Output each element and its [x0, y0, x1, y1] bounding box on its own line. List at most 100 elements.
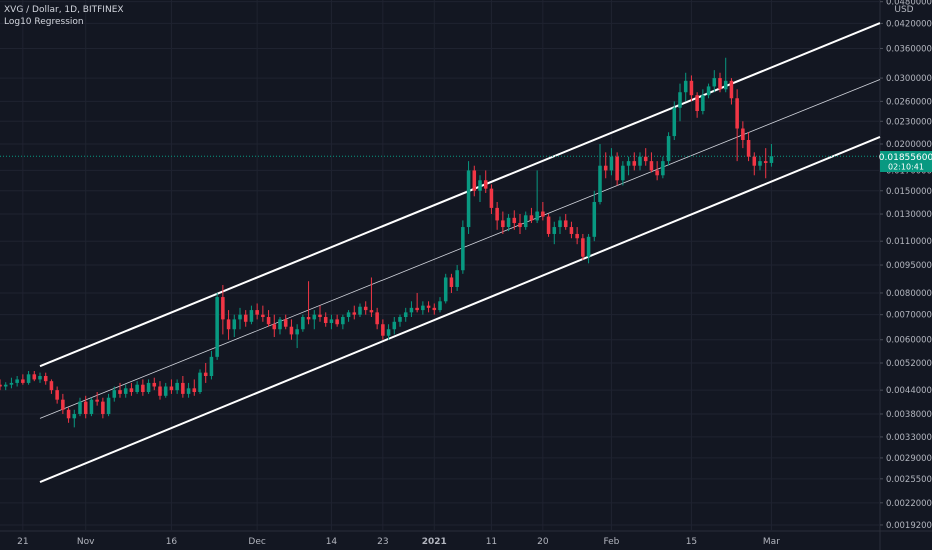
candle[interactable]	[381, 319, 385, 340]
candle[interactable]	[32, 371, 37, 382]
candle[interactable]	[66, 407, 71, 423]
candle[interactable]	[335, 314, 339, 327]
candle[interactable]	[101, 397, 105, 419]
candle[interactable]	[501, 211, 505, 234]
candle[interactable]	[432, 303, 437, 315]
candle[interactable]	[43, 372, 48, 385]
candle[interactable]	[489, 184, 494, 215]
candle[interactable]	[352, 305, 357, 320]
candle[interactable]	[175, 379, 179, 394]
candle[interactable]	[255, 303, 259, 320]
candle[interactable]	[243, 310, 248, 327]
candle[interactable]	[112, 386, 117, 402]
candle[interactable]	[626, 156, 631, 176]
candle[interactable]	[712, 70, 717, 93]
candle[interactable]	[643, 148, 648, 166]
candle[interactable]	[363, 301, 368, 315]
candle[interactable]	[546, 214, 551, 237]
candle[interactable]	[415, 292, 419, 313]
candle[interactable]	[552, 221, 557, 245]
candle[interactable]	[318, 305, 322, 322]
candle[interactable]	[369, 277, 374, 318]
candle[interactable]	[38, 372, 42, 383]
candle[interactable]	[472, 165, 477, 197]
candle[interactable]	[535, 170, 539, 224]
candle[interactable]	[741, 121, 745, 149]
candle[interactable]	[238, 307, 242, 330]
candle[interactable]	[763, 148, 768, 179]
candle[interactable]	[78, 397, 82, 417]
candle[interactable]	[198, 369, 202, 394]
candle[interactable]	[295, 324, 299, 349]
candle[interactable]	[26, 371, 31, 385]
candle[interactable]	[466, 161, 471, 234]
candle[interactable]	[438, 297, 442, 313]
candle[interactable]	[358, 303, 362, 318]
candle[interactable]	[701, 89, 705, 115]
candle[interactable]	[9, 377, 14, 389]
candle[interactable]	[421, 301, 425, 315]
candle[interactable]	[392, 317, 397, 335]
candle[interactable]	[541, 201, 545, 221]
candle[interactable]	[403, 307, 408, 322]
candle[interactable]	[306, 281, 311, 325]
candle[interactable]	[312, 310, 317, 330]
candle[interactable]	[569, 221, 574, 239]
candle[interactable]	[209, 350, 214, 380]
candle[interactable]	[769, 144, 774, 167]
candle[interactable]	[329, 314, 334, 330]
candle[interactable]	[723, 57, 728, 93]
candle[interactable]	[461, 220, 465, 274]
candle[interactable]	[146, 379, 151, 394]
candle[interactable]	[563, 214, 568, 230]
candle[interactable]	[61, 393, 65, 414]
candle[interactable]	[678, 83, 682, 122]
candle[interactable]	[283, 314, 288, 330]
candle[interactable]	[203, 362, 208, 383]
candles-layer[interactable]	[0, 57, 774, 428]
candle[interactable]	[181, 376, 185, 398]
candle[interactable]	[186, 382, 191, 398]
candle[interactable]	[55, 386, 59, 404]
candle[interactable]	[718, 72, 722, 93]
candle[interactable]	[106, 393, 111, 417]
candle[interactable]	[655, 161, 659, 181]
candle[interactable]	[735, 89, 739, 162]
candle[interactable]	[581, 233, 585, 260]
candle[interactable]	[0, 379, 2, 391]
candle[interactable]	[758, 156, 762, 171]
candle[interactable]	[575, 227, 579, 245]
candle[interactable]	[261, 305, 265, 322]
indicator-label[interactable]: Log10 Regression	[4, 17, 84, 27]
candle[interactable]	[158, 381, 162, 400]
candle[interactable]	[215, 292, 219, 360]
candle[interactable]	[72, 409, 77, 428]
candle[interactable]	[249, 305, 254, 325]
candle[interactable]	[523, 211, 528, 230]
candle[interactable]	[695, 92, 699, 118]
candle[interactable]	[169, 379, 174, 394]
candle[interactable]	[409, 301, 414, 318]
candle[interactable]	[666, 132, 671, 166]
candle[interactable]	[746, 132, 751, 162]
candle[interactable]	[661, 156, 665, 179]
candle[interactable]	[426, 301, 431, 313]
candle[interactable]	[632, 152, 637, 171]
candle[interactable]	[375, 307, 379, 330]
candle[interactable]	[586, 233, 591, 264]
candle[interactable]	[443, 273, 448, 304]
candle[interactable]	[163, 382, 168, 398]
symbol-title[interactable]: XVG / Dollar, 1D, BITFINEX	[4, 5, 124, 15]
candle[interactable]	[609, 148, 614, 176]
candle[interactable]	[3, 382, 8, 391]
candle[interactable]	[672, 101, 677, 140]
candle[interactable]	[558, 216, 562, 234]
candle[interactable]	[89, 397, 94, 417]
candle[interactable]	[512, 210, 517, 230]
candle[interactable]	[301, 314, 305, 332]
candle[interactable]	[135, 381, 139, 394]
candle[interactable]	[95, 392, 99, 406]
candle[interactable]	[689, 75, 694, 102]
candle[interactable]	[278, 317, 282, 335]
